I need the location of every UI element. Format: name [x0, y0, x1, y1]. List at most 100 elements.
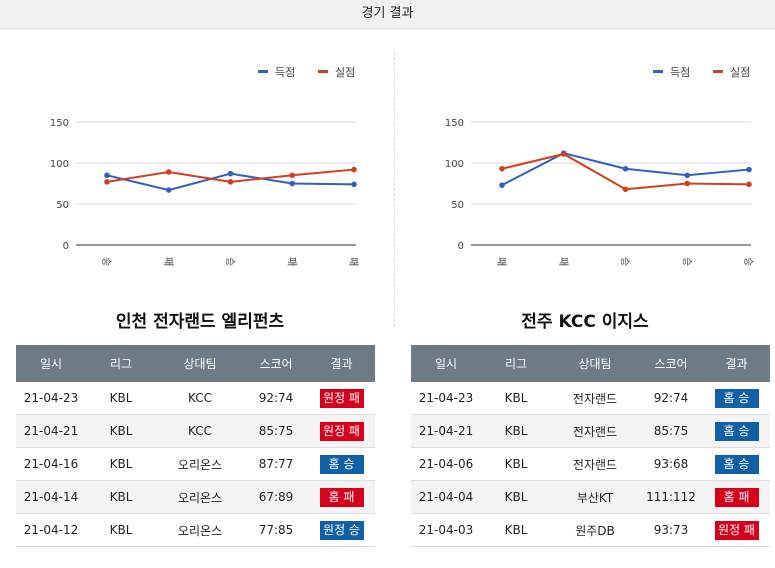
cell-score: 92:74 [244, 382, 308, 415]
table-row: 21-04-23 KBL 전자랜드 92:74 홈 승 [411, 382, 770, 415]
y-tick-label: 150 [50, 118, 69, 129]
cell-result: 홈 패 [308, 480, 375, 514]
col-date: 일시 [411, 345, 481, 382]
x-tick-label: 승 [619, 257, 631, 266]
col-result: 결과 [703, 345, 770, 382]
result-badge: 원정 승 [319, 520, 364, 540]
table-row: 21-04-14 KBL 오리온스 67:89 홈 패 [16, 480, 375, 514]
page-title: 경기 결과 [0, 0, 775, 29]
col-result: 결과 [308, 345, 375, 382]
legend-swatch-conceded [713, 70, 723, 73]
table-row: 21-04-06 KBL 전자랜드 93:68 홈 승 [411, 447, 770, 481]
cell-date: 21-04-23 [16, 382, 86, 415]
result-badge: 원정 패 [714, 520, 759, 540]
cell-opponent: 전자랜드 [551, 447, 639, 481]
data-point-score [622, 165, 629, 172]
cell-result: 원정 승 [308, 513, 375, 547]
cell-result: 홈 패 [703, 480, 770, 514]
col-date: 일시 [16, 345, 86, 382]
data-point-conceded [746, 181, 752, 188]
cell-league: KBL [86, 513, 156, 547]
cell-league: KBL [86, 382, 156, 415]
legend-swatch-score [258, 70, 268, 73]
cell-league: KBL [481, 414, 551, 448]
cell-date: 21-04-23 [411, 382, 481, 415]
cell-league: KBL [86, 480, 156, 514]
cell-league: KBL [86, 447, 156, 481]
y-tick-label: 0 [458, 241, 464, 252]
result-badge: 홈 승 [714, 421, 759, 441]
cell-result: 원정 패 [308, 382, 375, 415]
cell-opponent: 전자랜드 [551, 382, 639, 415]
data-point-conceded [622, 186, 629, 193]
cell-opponent: 원주DB [551, 513, 639, 547]
x-tick-label: 승 [680, 257, 692, 266]
table-row: 21-04-04 KBL 부산KT 111:112 홈 패 [411, 480, 770, 514]
col-opponent: 상대팀 [551, 345, 639, 382]
cell-opponent: 오리온스 [156, 480, 244, 514]
result-badge: 홈 패 [714, 487, 759, 507]
data-point-conceded [227, 179, 234, 185]
cell-league: KBL [481, 382, 551, 415]
cell-date: 21-04-03 [411, 513, 481, 547]
y-tick-label: 50 [56, 200, 69, 211]
x-tick-label: 패 [347, 257, 359, 266]
x-tick-label: 패 [285, 257, 297, 266]
team-title-right: 전주 KCC 이지스 [521, 312, 649, 332]
data-point-score [104, 172, 110, 179]
x-tick-label: 승 [224, 257, 236, 266]
data-point-score [684, 172, 691, 179]
cell-score: 93:68 [639, 447, 703, 481]
y-tick-label: 0 [63, 241, 69, 252]
results-table-right: 일시 리그 상대팀 스코어 결과 21-04-23 KBL 전자랜드 92:74 홈 승… [411, 345, 770, 547]
cell-result: 홈 승 [703, 447, 770, 481]
legend-swatch-score [653, 70, 663, 73]
y-tick-label: 100 [50, 159, 69, 170]
x-tick-label: 패 [557, 257, 569, 266]
chart-left: 득점 실점 0 50 100 150 승 패 승 패 패 [50, 66, 359, 266]
cell-score: 77:85 [244, 513, 308, 547]
table-row: 21-04-23 KBL KCC 92:74 원정 패 [16, 382, 375, 415]
y-tick-label: 150 [445, 118, 464, 129]
result-badge: 홈 승 [319, 454, 364, 474]
cell-date: 21-04-04 [411, 480, 481, 514]
table-row: 21-04-21 KBL 전자랜드 85:75 홈 승 [411, 414, 770, 448]
results-table-left: 일시 리그 상대팀 스코어 결과 21-04-23 KBL KCC 92:74 원정 패… [16, 345, 375, 547]
legend-label-conceded: 실점 [730, 66, 750, 79]
legend-label-score: 득점 [670, 66, 690, 79]
data-point-score [165, 187, 172, 193]
table-row: 21-04-21 KBL KCC 85:75 원정 패 [16, 414, 375, 448]
col-opponent: 상대팀 [156, 345, 244, 382]
cell-score: 87:77 [244, 447, 308, 481]
cell-date: 21-04-06 [411, 447, 481, 481]
data-point-score [227, 170, 234, 177]
cell-score: 111:112 [639, 480, 703, 514]
data-point-conceded [499, 165, 505, 172]
cell-league: KBL [481, 480, 551, 514]
cell-score: 85:75 [639, 414, 703, 448]
series-line-conceded [501, 152, 750, 191]
cell-league: KBL [481, 447, 551, 481]
x-tick-label: 승 [742, 257, 754, 266]
cell-opponent: 전자랜드 [551, 414, 639, 448]
col-score: 스코어 [639, 345, 703, 382]
cell-opponent: KCC [156, 382, 244, 415]
result-badge: 홈 승 [714, 454, 759, 474]
x-tick-label: 패 [162, 257, 174, 266]
cell-result: 홈 승 [703, 414, 770, 448]
cell-date: 21-04-21 [411, 414, 481, 448]
cell-date: 21-04-14 [16, 480, 86, 514]
cell-opponent: 부산KT [551, 480, 639, 514]
cell-opponent: 오리온스 [156, 447, 244, 481]
cell-opponent: 오리온스 [156, 513, 244, 547]
data-point-score [499, 182, 505, 188]
result-badge: 원정 패 [319, 421, 364, 441]
result-badge: 원정 패 [319, 388, 364, 408]
data-point-score [746, 166, 752, 173]
cell-date: 21-04-12 [16, 513, 86, 547]
legend-label-score: 득점 [275, 66, 295, 79]
data-point-conceded [351, 166, 357, 173]
col-score: 스코어 [244, 345, 308, 382]
result-badge: 홈 승 [714, 388, 759, 408]
table-row: 21-04-12 KBL 오리온스 77:85 원정 승 [16, 513, 375, 547]
